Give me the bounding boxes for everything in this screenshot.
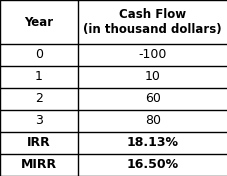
Text: Cash Flow
(in thousand dollars): Cash Flow (in thousand dollars) xyxy=(83,8,221,36)
Text: 3: 3 xyxy=(35,115,42,127)
Text: 80: 80 xyxy=(144,115,160,127)
Text: 1: 1 xyxy=(35,71,42,83)
Text: 0: 0 xyxy=(35,49,43,61)
Text: 2: 2 xyxy=(35,93,42,105)
Text: -100: -100 xyxy=(138,49,166,61)
Text: 18.13%: 18.13% xyxy=(126,137,178,149)
Text: 16.50%: 16.50% xyxy=(126,159,178,171)
Text: IRR: IRR xyxy=(27,137,50,149)
Text: 60: 60 xyxy=(144,93,160,105)
Text: 10: 10 xyxy=(144,71,160,83)
Text: Year: Year xyxy=(24,15,53,29)
Text: MIRR: MIRR xyxy=(21,159,57,171)
